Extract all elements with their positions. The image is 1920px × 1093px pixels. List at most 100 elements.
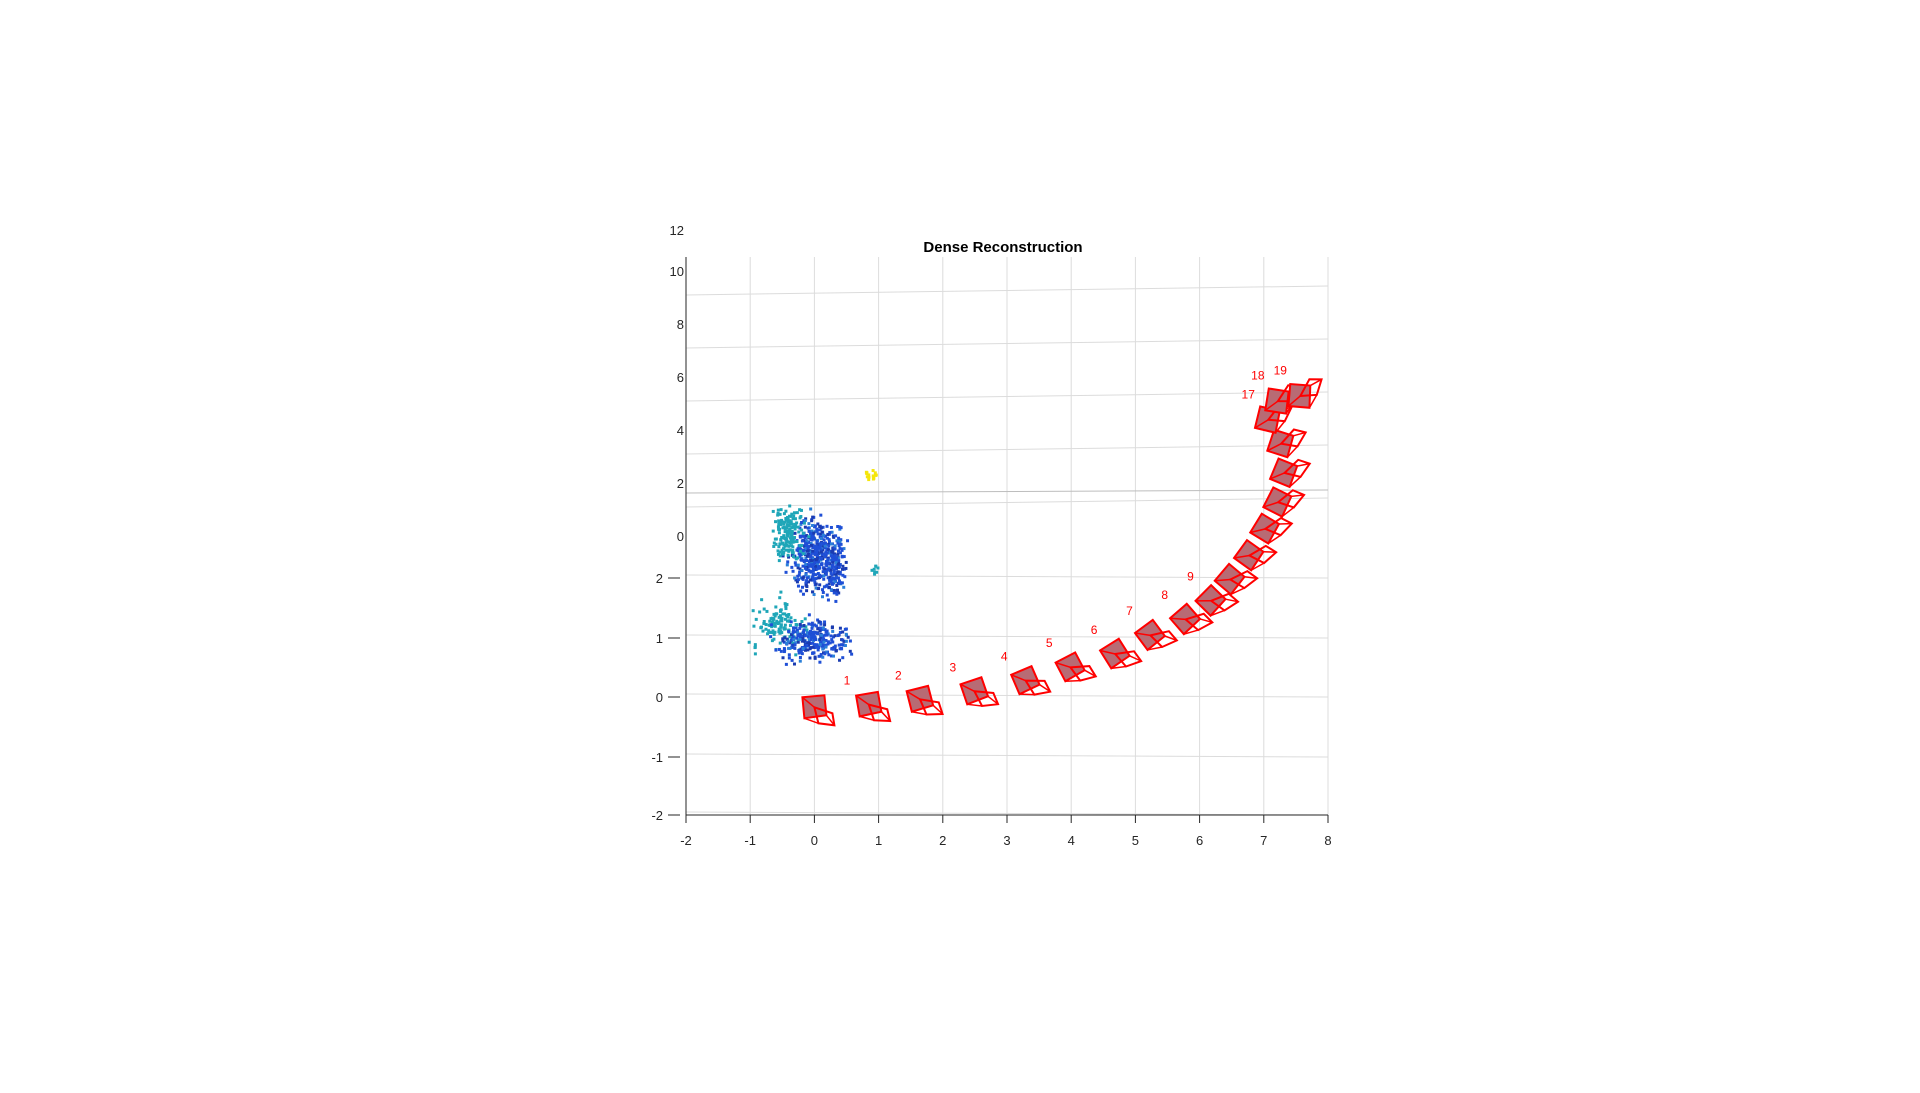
point-cloud-point xyxy=(816,645,820,649)
point-cloud-point xyxy=(784,516,788,520)
point-cloud-point xyxy=(831,563,835,567)
point-cloud-point xyxy=(826,576,830,580)
point-cloud-point xyxy=(831,629,835,633)
point-cloud-point xyxy=(790,522,794,526)
point-cloud-point xyxy=(804,556,808,560)
camera-frustum-edge xyxy=(1266,443,1282,452)
camera-pose xyxy=(1268,457,1312,489)
point-cloud-point xyxy=(827,542,831,546)
point-cloud-point xyxy=(777,615,781,619)
point-cloud-point xyxy=(798,626,802,630)
camera-pose xyxy=(1287,378,1323,409)
point-cloud-point xyxy=(838,647,842,651)
camera-frustum-edge xyxy=(1084,669,1097,678)
point-cloud-point xyxy=(850,652,854,656)
camera-label: 7 xyxy=(1126,604,1133,618)
point-cloud-point xyxy=(809,542,813,546)
point-cloud-point xyxy=(785,563,789,567)
grid-line-perspective xyxy=(685,338,1329,349)
point-cloud-point xyxy=(834,561,838,565)
point-cloud-point xyxy=(780,631,784,635)
point-cloud-point xyxy=(805,630,809,634)
point-cloud-point xyxy=(804,543,808,547)
point-cloud-point xyxy=(821,541,825,545)
camera-trajectory: 1 2 3 4 5 6 7 8 9 17 18 19 xyxy=(801,363,1323,727)
point-cloud-point xyxy=(816,618,820,622)
point-cloud-point xyxy=(816,566,820,570)
point-cloud-point xyxy=(771,509,775,513)
point-cloud-point xyxy=(822,544,826,548)
point-cloud-point xyxy=(810,576,814,580)
point-cloud-point xyxy=(805,579,809,583)
point-cloud-point xyxy=(810,561,814,565)
point-cloud-point xyxy=(823,633,827,637)
point-cloud-point xyxy=(802,629,806,633)
point-cloud-point xyxy=(770,616,774,620)
camera-frustum-edge xyxy=(1129,655,1142,662)
point-cloud-point xyxy=(811,651,815,655)
point-cloud-point xyxy=(805,585,809,589)
point-cloud-point xyxy=(777,627,781,631)
point-cloud-point xyxy=(819,558,823,562)
camera-frustum-edge xyxy=(1286,445,1299,458)
point-cloud-point xyxy=(796,578,800,582)
point-cloud-point xyxy=(838,563,842,567)
camera-label: 3 xyxy=(950,660,957,674)
camera-body xyxy=(1113,650,1143,668)
point-cloud-point xyxy=(821,626,825,630)
point-cloud-point xyxy=(799,624,803,628)
point-cloud-point xyxy=(820,644,824,648)
point-cloud-point xyxy=(800,634,804,638)
point-cloud-point xyxy=(776,525,780,529)
camera-frustum-edge xyxy=(859,715,875,721)
point-cloud-point xyxy=(811,523,815,527)
point-cloud-point xyxy=(826,532,830,536)
point-cloud-point xyxy=(841,573,845,577)
point-cloud-point xyxy=(784,548,788,552)
point-cloud-point xyxy=(813,525,817,529)
point-cloud-point xyxy=(800,585,804,589)
camera-frustum-edge xyxy=(1099,649,1116,655)
point-cloud-point xyxy=(793,561,797,565)
point-cloud-point xyxy=(798,534,802,538)
point-cloud-point xyxy=(816,522,820,526)
point-cloud-point xyxy=(807,580,811,584)
point-cloud-point xyxy=(765,609,769,613)
point-cloud-point xyxy=(791,551,795,555)
point-cloud-point xyxy=(783,612,787,616)
point-cloud-point xyxy=(803,640,807,644)
point-cloud-point xyxy=(792,514,796,518)
camera-frustum-edge xyxy=(1199,618,1213,624)
point-cloud-point xyxy=(785,543,789,547)
y-tick-label-upper: 2 xyxy=(677,476,684,491)
point-cloud-point xyxy=(802,521,806,525)
point-cloud-point xyxy=(791,517,795,521)
point-cloud-point xyxy=(795,511,799,515)
point-cloud-point xyxy=(809,559,813,563)
point-cloud-point xyxy=(826,642,830,646)
point-cloud-point xyxy=(780,548,784,552)
point-cloud-point xyxy=(821,590,825,594)
point-cloud-point xyxy=(762,620,766,624)
point-cloud-point xyxy=(796,639,800,643)
point-cloud-point xyxy=(833,547,837,551)
point-cloud-point xyxy=(782,512,786,516)
point-cloud-point xyxy=(826,556,830,560)
point-cloud-point xyxy=(830,550,834,554)
point-cloud-point xyxy=(824,542,828,546)
point-cloud-point xyxy=(818,573,822,577)
point-cloud-point xyxy=(815,529,819,533)
point-cloud-point xyxy=(867,475,871,479)
point-cloud-point xyxy=(875,570,879,574)
point-cloud-point xyxy=(790,645,794,649)
point-cloud-point xyxy=(803,552,807,556)
point-cloud-point xyxy=(826,598,830,602)
point-cloud-point xyxy=(838,626,842,630)
point-cloud-point xyxy=(819,526,823,530)
point-cloud-point xyxy=(786,615,790,619)
point-cloud-point xyxy=(837,536,841,540)
point-cloud-point xyxy=(754,617,758,621)
camera-frustum-edge xyxy=(1195,600,1212,602)
point-cloud-point xyxy=(780,535,784,539)
